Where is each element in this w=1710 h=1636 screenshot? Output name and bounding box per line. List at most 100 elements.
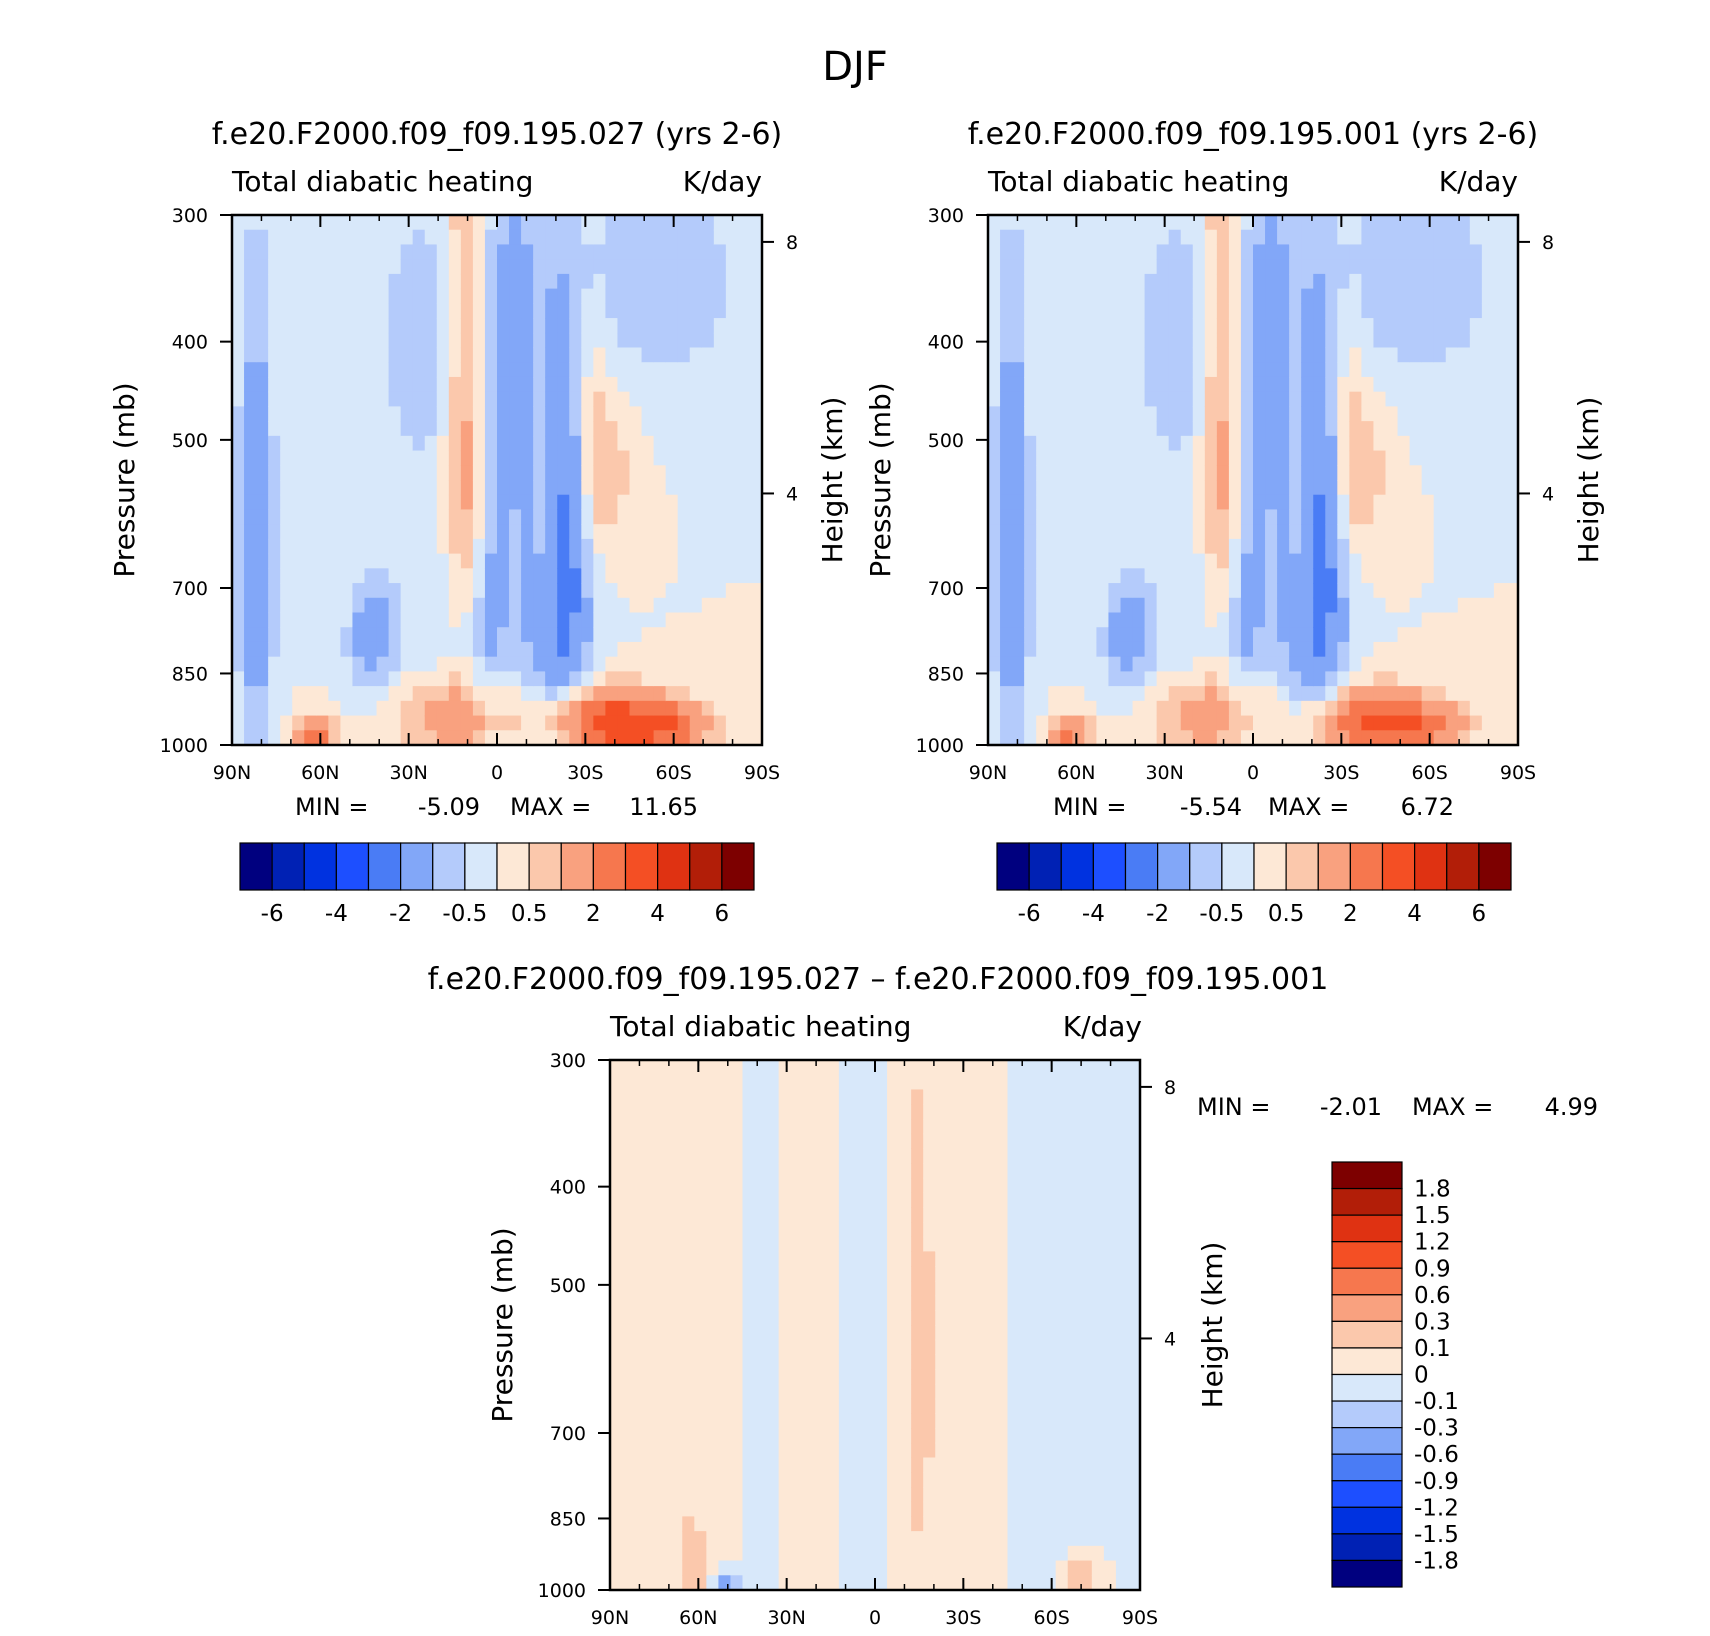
contour-cell (1180, 715, 1194, 731)
contour-cell (629, 538, 643, 555)
contour-cell (742, 1531, 756, 1547)
contour-cell (935, 1560, 948, 1576)
contour-cell (899, 1163, 912, 1179)
contour-cell (1216, 627, 1230, 643)
contour-cell (1349, 715, 1363, 731)
contour-cell (911, 1428, 924, 1444)
contour-cell (484, 480, 498, 496)
contour-cell (646, 1104, 659, 1120)
contour-cell (670, 1118, 683, 1135)
contour-cell (1457, 421, 1471, 437)
contour-cell (1240, 494, 1254, 511)
contour-cell (875, 1192, 888, 1208)
contour-cell (718, 1236, 732, 1252)
contour-cell (694, 1236, 707, 1252)
contour-cell (641, 730, 655, 746)
contour-cell (814, 1192, 828, 1208)
contour-cell (838, 1413, 852, 1429)
contour-cell (766, 1163, 780, 1179)
contour-cell (1084, 553, 1098, 569)
contour-cell (1265, 376, 1278, 393)
contour-cell (887, 1413, 900, 1429)
contour-cell (376, 376, 390, 393)
contour-cell (1313, 627, 1326, 643)
contour-cell (634, 1369, 647, 1385)
contour-cell (754, 1560, 768, 1576)
contour-cell (232, 376, 245, 393)
contour-cell (790, 1251, 804, 1267)
contour-cell (923, 1236, 936, 1252)
contour-cell (790, 1060, 804, 1076)
contour-cell (1265, 421, 1278, 437)
contour-cell (1000, 406, 1013, 422)
contour-cell (1373, 597, 1387, 614)
contour-cell (376, 494, 390, 511)
contour-cell (875, 1118, 888, 1135)
contour-cell (376, 480, 390, 496)
contour-cell (400, 700, 414, 717)
contour-cell (340, 259, 354, 275)
contour-cell (935, 1089, 948, 1105)
contour-cell (862, 1207, 876, 1223)
contour-cell (718, 1163, 732, 1179)
contour-cell (814, 1413, 828, 1429)
contour-cell (509, 700, 522, 717)
contour-cell (629, 229, 643, 246)
contour-cell (388, 568, 402, 584)
contour-cell (509, 421, 522, 437)
contour-cell (1493, 303, 1507, 319)
contour-cell (1103, 1163, 1117, 1179)
contour-cell (1144, 362, 1158, 378)
contour-cell (689, 597, 703, 614)
contour-cell (1132, 465, 1146, 481)
contour-cell (1060, 332, 1073, 349)
contour-cell (1481, 229, 1495, 246)
contour-cell (1421, 391, 1435, 407)
contour-cell (533, 656, 546, 672)
contour-cell (1067, 1545, 1081, 1562)
contour-cell (730, 1104, 744, 1120)
contour-cell (1072, 332, 1085, 349)
contour-cell (959, 1148, 972, 1164)
contour-cell (653, 730, 667, 746)
contour-cell (653, 627, 667, 643)
contour-cell (581, 376, 594, 393)
contour-cell (1036, 465, 1049, 481)
contour-cell (766, 1295, 780, 1311)
contour-cell (923, 1325, 936, 1341)
contour-cell (718, 1295, 732, 1311)
contour-cell (653, 288, 667, 304)
contour-cell (1301, 391, 1314, 407)
contour-cell (887, 1398, 900, 1414)
contour-cell (682, 1354, 695, 1370)
contour-cell (1031, 1413, 1045, 1429)
contour-cell (634, 1531, 647, 1547)
contour-cell (610, 1472, 623, 1488)
contour-cell (1301, 494, 1314, 511)
contour-cell (1253, 288, 1266, 304)
contour-cell (1469, 671, 1483, 687)
contour-cell (887, 1516, 900, 1532)
contour-cell (569, 686, 582, 702)
contour-cell (923, 1413, 936, 1429)
contour-cell (862, 1104, 876, 1120)
contour-cell (778, 1486, 792, 1503)
contour-cell (1493, 509, 1507, 525)
contour-cell (1127, 1545, 1141, 1562)
contour-cell (509, 318, 522, 334)
contour-cell (713, 583, 727, 599)
contour-cell (1385, 524, 1399, 540)
contour-cell (911, 1295, 924, 1311)
contour-cell (1067, 1163, 1081, 1179)
contour-cell (400, 273, 414, 290)
contour-cell (1043, 1118, 1057, 1135)
contour-cell (1433, 686, 1447, 702)
contour-cell (923, 1089, 936, 1105)
contour-cell (256, 229, 269, 246)
contour-cell (545, 406, 558, 422)
contour-cell (617, 656, 631, 672)
contour-cell (983, 1280, 997, 1297)
contour-cell (1084, 288, 1098, 304)
contour-cell (1055, 1354, 1069, 1370)
colorbar-label: -0.5 (442, 901, 487, 927)
